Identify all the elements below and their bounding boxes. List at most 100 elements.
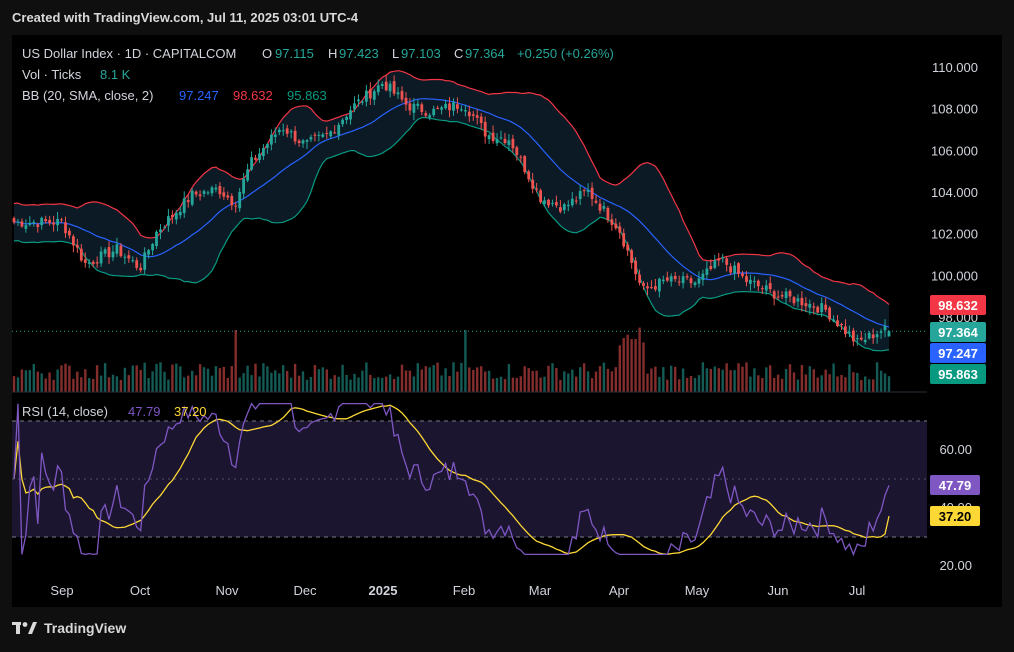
volume-bar [464, 330, 467, 392]
candle [820, 297, 824, 318]
created-with-text: Created with TradingView.com, Jul 11, 20… [12, 10, 359, 25]
time-tick-label: Mar [529, 583, 552, 598]
candle [238, 187, 242, 212]
volume-bar [20, 369, 24, 392]
volume-bar [468, 367, 471, 392]
volume-value: 8.1 K [100, 67, 131, 82]
svg-text:97.364: 97.364 [938, 325, 979, 340]
rsi-ma-value: 37.20 [174, 404, 207, 419]
volume-bar [539, 377, 542, 392]
bb-lower-line [13, 116, 890, 352]
candle [250, 151, 253, 171]
volume-bar [183, 377, 186, 392]
candle [527, 169, 531, 183]
candle [582, 188, 586, 197]
volume-bar [681, 368, 685, 392]
candle [800, 291, 804, 312]
volume-bar [507, 364, 511, 392]
volume-bar [575, 376, 578, 392]
time-tick-label: Nov [215, 583, 239, 598]
volume-bar [586, 371, 590, 392]
candle [796, 294, 800, 308]
candle [673, 271, 677, 282]
volume-bar [262, 363, 265, 392]
candle [614, 218, 618, 231]
candle [456, 97, 459, 114]
candle [836, 314, 839, 328]
time-tick-label: May [685, 583, 710, 598]
candle [693, 281, 697, 288]
volume-bar [860, 379, 863, 392]
chart-area[interactable]: 110.000 108.000 106.000 104.000 102.000 100.0… [12, 35, 1002, 607]
volume-bar [887, 376, 891, 392]
volume-bar [832, 363, 835, 392]
change-value: +0.250 (+0.26%) [517, 46, 614, 61]
bb-label: BB (20, SMA, close, 2) [22, 88, 154, 103]
tradingview-footer[interactable]: TradingView [12, 620, 126, 636]
volume-bar [848, 364, 851, 392]
volume-bar [503, 379, 507, 392]
volume-bar [230, 366, 233, 392]
low-label: L [392, 46, 399, 61]
volume-label: Vol · Ticks [22, 67, 82, 82]
candle [337, 122, 341, 140]
volume-bar [678, 379, 681, 392]
time-tick-label: Sep [50, 583, 73, 598]
volume-bar [480, 366, 483, 392]
candle [804, 297, 808, 313]
volume-bar [844, 377, 847, 392]
candle [206, 190, 210, 196]
volume-bar [808, 366, 811, 392]
candle [491, 125, 495, 144]
candle [376, 79, 380, 96]
candle [543, 196, 546, 207]
volume-bar [436, 362, 439, 392]
candle [384, 74, 388, 92]
volume-bar [828, 374, 831, 392]
volume-bar [511, 377, 515, 392]
candle [642, 281, 645, 290]
candle [329, 130, 333, 139]
candle [574, 196, 578, 205]
volume-bar [222, 366, 225, 392]
volume-bar [567, 373, 570, 392]
volume-bar [365, 362, 368, 392]
candle [40, 216, 44, 230]
candle [483, 116, 487, 144]
volume-bar [171, 364, 174, 392]
volume-bar [250, 375, 253, 392]
rsi-tick-label: 60.00 [939, 442, 972, 457]
volume-bar [666, 379, 669, 392]
candle [198, 190, 202, 201]
close-value: 97.364 [465, 46, 505, 61]
volume-bar [274, 370, 277, 392]
candle [305, 139, 309, 149]
candle [313, 132, 317, 142]
volume-bar [745, 362, 748, 392]
volume-bar [535, 370, 538, 392]
candle [246, 163, 249, 183]
candle [242, 173, 245, 199]
volume-bar [614, 367, 617, 392]
volume-bar [139, 369, 142, 392]
candle [357, 94, 360, 107]
volume-bar [622, 337, 625, 392]
volume-bar [76, 371, 79, 392]
candle [729, 263, 732, 275]
volume-bar [547, 365, 550, 392]
volume-bar [780, 378, 784, 392]
time-tick-label: Dec [293, 583, 317, 598]
candle [87, 259, 91, 269]
candle [808, 299, 812, 315]
candle [285, 124, 289, 138]
rsi-panel [12, 402, 927, 557]
chart-canvas[interactable]: 110.000 108.000 106.000 104.000 102.000 100.0… [12, 35, 1002, 607]
price-badge-close: 97.364 [930, 322, 986, 342]
candle [95, 256, 99, 268]
volume-bar [119, 379, 123, 392]
volume-bar [693, 377, 697, 392]
candle [701, 269, 705, 286]
candle [24, 219, 28, 233]
candle [151, 242, 154, 256]
volume-bar [650, 368, 653, 392]
